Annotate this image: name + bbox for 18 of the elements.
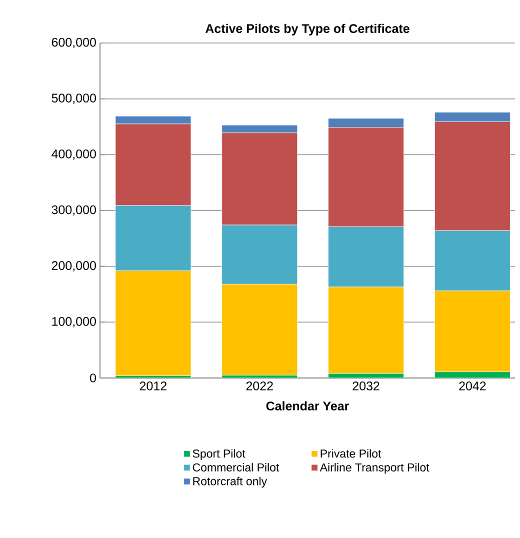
y-tick-label: 600,000 [52, 38, 96, 48]
x-tick-label: 2042 [459, 382, 486, 390]
y-tick-label: 500,000 [52, 94, 96, 104]
legend-label: Airline Transport Pilot [320, 463, 430, 474]
legend-label: Commercial Pilot [192, 463, 280, 472]
x-axis-title: Calendar Year [266, 401, 349, 410]
y-tick-label: 300,000 [52, 205, 96, 216]
y-tick-label: 0 [90, 374, 96, 382]
legend-label: Private Pilot [320, 449, 382, 458]
y-tick-label: 400,000 [52, 150, 96, 160]
chart-title: Active Pilots by Type of Certificate [205, 24, 410, 36]
legend-label: Sport Pilot [192, 449, 246, 460]
y-tick-label: 100,000 [52, 317, 96, 328]
legend-label: Rotorcraft only [193, 476, 268, 488]
x-tick-label: 2012 [140, 382, 166, 390]
x-tick-label: 2032 [352, 382, 380, 390]
x-tick-label: 2022 [246, 382, 273, 390]
y-tick-label: 200,000 [52, 261, 96, 272]
